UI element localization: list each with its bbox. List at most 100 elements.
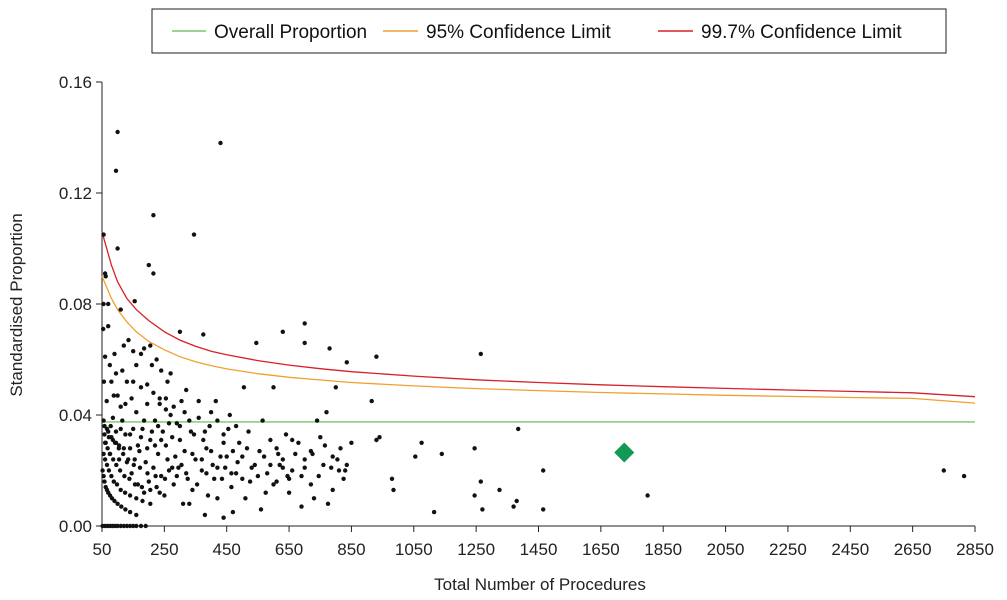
data-point — [182, 448, 187, 454]
data-point — [268, 462, 273, 468]
data-point — [221, 440, 226, 445]
data-point — [138, 385, 144, 390]
data-point — [134, 512, 139, 518]
data-point — [162, 493, 167, 498]
x-tick-label: 2850 — [956, 540, 994, 559]
data-point — [148, 501, 153, 506]
data-point — [138, 523, 144, 529]
data-point — [135, 443, 141, 448]
data-point — [280, 465, 285, 470]
data-point — [321, 462, 326, 468]
data-point — [215, 465, 220, 470]
data-point — [240, 454, 245, 459]
data-point — [302, 465, 307, 470]
data-point — [374, 354, 379, 359]
data-point — [151, 271, 156, 276]
data-point — [127, 432, 133, 437]
data-point — [157, 490, 162, 495]
data-point — [111, 457, 116, 462]
data-point — [263, 490, 268, 495]
data-point — [139, 484, 145, 490]
x-tick-label: 1850 — [644, 540, 682, 559]
data-point — [322, 443, 328, 448]
data-point — [333, 385, 338, 390]
data-point — [280, 457, 285, 462]
data-point — [215, 418, 220, 423]
data-point — [472, 493, 477, 498]
data-point — [184, 471, 189, 476]
data-point — [155, 423, 161, 429]
data-point — [120, 418, 125, 423]
data-point — [153, 473, 158, 479]
data-point — [349, 440, 354, 445]
data-point — [129, 471, 134, 476]
data-point — [103, 274, 108, 279]
data-point — [118, 404, 123, 409]
data-point — [344, 462, 349, 468]
data-point — [115, 393, 120, 398]
data-point — [223, 465, 228, 470]
data-point — [106, 301, 111, 307]
data-point — [109, 435, 114, 440]
highlight-diamond — [614, 442, 635, 463]
data-point — [134, 362, 139, 368]
data-point — [247, 479, 253, 484]
data-point — [182, 410, 187, 415]
data-point — [293, 451, 298, 457]
data-point — [107, 362, 113, 368]
data-point — [127, 446, 133, 451]
data-point — [230, 509, 236, 515]
data-point — [318, 435, 323, 440]
data-point — [111, 393, 117, 398]
data-point — [233, 471, 239, 476]
data-point — [199, 457, 204, 462]
data-point — [102, 432, 107, 437]
data-point — [419, 440, 424, 445]
data-point — [213, 398, 218, 404]
data-point — [170, 465, 175, 470]
data-point — [108, 423, 113, 429]
data-point — [166, 468, 172, 473]
data-point — [170, 435, 175, 440]
data-point — [478, 351, 483, 357]
data-point — [141, 418, 147, 423]
data-point — [235, 460, 240, 465]
data-point — [166, 421, 172, 426]
data-point — [241, 385, 247, 390]
data-point — [145, 401, 150, 407]
data-points — [100, 129, 967, 529]
data-point — [174, 473, 179, 479]
data-point — [101, 379, 107, 384]
y-tick-label: 0.16 — [59, 73, 92, 92]
data-point — [121, 451, 126, 457]
data-point — [478, 479, 483, 484]
legend: Overall Proportion 95% Confidence Limit … — [151, 8, 947, 54]
x-tick-label: 2250 — [769, 540, 807, 559]
data-point — [541, 507, 546, 512]
data-point — [208, 448, 214, 454]
data-point — [127, 509, 133, 515]
data-point — [123, 507, 128, 512]
data-point — [115, 129, 120, 135]
data-point — [286, 490, 292, 495]
data-point — [100, 468, 105, 473]
data-point — [249, 465, 254, 470]
data-point — [155, 451, 161, 457]
data-point — [120, 368, 125, 373]
data-point — [280, 329, 285, 334]
data-point — [168, 371, 173, 376]
data-point — [134, 523, 139, 529]
data-point — [107, 451, 113, 457]
highlight-marker — [614, 442, 635, 463]
data-point — [204, 471, 209, 476]
data-point — [261, 454, 267, 459]
data-point — [134, 496, 139, 501]
data-point — [122, 490, 128, 495]
data-point — [299, 473, 304, 479]
data-point — [177, 437, 183, 443]
y-tick-label: 0.08 — [59, 295, 92, 314]
data-point — [274, 446, 279, 451]
data-point — [212, 476, 217, 481]
data-point — [254, 340, 259, 346]
data-point — [202, 429, 208, 434]
